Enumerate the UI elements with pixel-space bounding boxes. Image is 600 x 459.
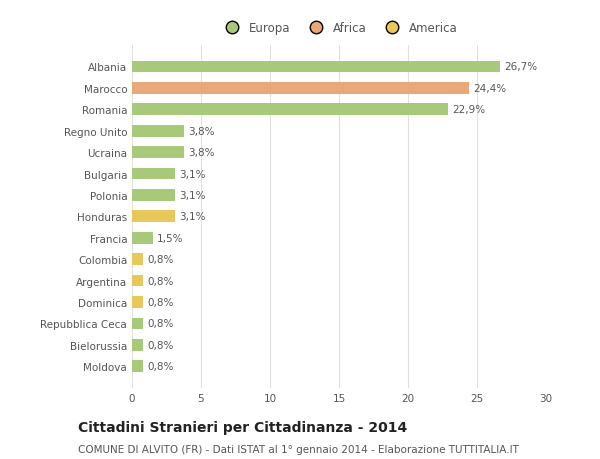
Text: 0,8%: 0,8% <box>147 276 173 286</box>
Text: 0,8%: 0,8% <box>147 255 173 264</box>
Bar <box>132 168 175 180</box>
Text: Cittadini Stranieri per Cittadinanza - 2014: Cittadini Stranieri per Cittadinanza - 2… <box>78 420 407 434</box>
Text: 0,8%: 0,8% <box>147 297 173 308</box>
Text: 26,7%: 26,7% <box>505 62 538 73</box>
Bar <box>132 62 500 73</box>
Text: COMUNE DI ALVITO (FR) - Dati ISTAT al 1° gennaio 2014 - Elaborazione TUTTITALIA.: COMUNE DI ALVITO (FR) - Dati ISTAT al 1°… <box>78 444 519 454</box>
Bar <box>132 232 152 244</box>
Bar <box>132 126 184 137</box>
Legend: Europa, Africa, America: Europa, Africa, America <box>215 17 463 40</box>
Text: 0,8%: 0,8% <box>147 361 173 371</box>
Text: 24,4%: 24,4% <box>473 84 506 94</box>
Text: 3,8%: 3,8% <box>188 148 215 158</box>
Bar <box>132 297 143 308</box>
Bar <box>132 190 175 202</box>
Text: 3,1%: 3,1% <box>179 169 205 179</box>
Bar <box>132 275 143 287</box>
Bar <box>132 254 143 265</box>
Bar <box>132 318 143 330</box>
Bar <box>132 104 448 116</box>
Text: 1,5%: 1,5% <box>157 233 184 243</box>
Text: 3,8%: 3,8% <box>188 126 215 136</box>
Bar <box>132 83 469 95</box>
Text: 3,1%: 3,1% <box>179 190 205 201</box>
Bar <box>132 339 143 351</box>
Text: 22,9%: 22,9% <box>452 105 485 115</box>
Bar <box>132 211 175 223</box>
Bar <box>132 361 143 372</box>
Text: 0,8%: 0,8% <box>147 319 173 329</box>
Text: 3,1%: 3,1% <box>179 212 205 222</box>
Text: 0,8%: 0,8% <box>147 340 173 350</box>
Bar <box>132 147 184 159</box>
